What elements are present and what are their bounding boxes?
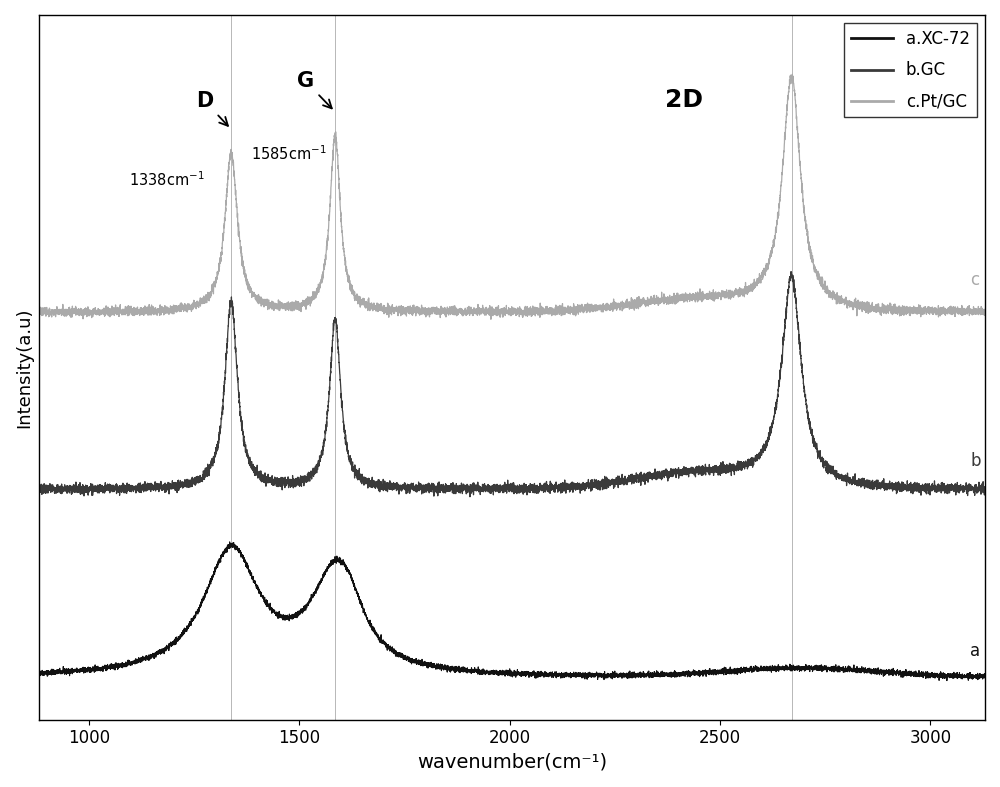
c.Pt/GC: [485, 315, 497, 324]
c.Pt/GC: [786, 69, 798, 79]
c.Pt/GC: [634, 299, 646, 309]
Line: b.GC: b.GC: [39, 272, 985, 497]
b.GC: [785, 272, 797, 282]
a.XC-72: [33, 667, 45, 677]
b.GC: [979, 482, 991, 492]
a.XC-72: [593, 670, 605, 679]
b.GC: [593, 476, 605, 486]
b.GC: [464, 492, 476, 501]
X-axis label: wavenumber(cm⁻¹): wavenumber(cm⁻¹): [417, 753, 607, 772]
c.Pt/GC: [33, 309, 45, 318]
a.XC-72: [734, 667, 746, 676]
a.XC-72: [224, 538, 236, 547]
Text: D: D: [196, 91, 228, 126]
Text: 1585cm$^{-1}$: 1585cm$^{-1}$: [251, 144, 327, 163]
a.XC-72: [634, 672, 646, 682]
b.GC: [375, 485, 387, 494]
Text: a: a: [970, 641, 980, 660]
b.GC: [734, 457, 746, 467]
c.Pt/GC: [593, 304, 605, 313]
Text: b: b: [970, 452, 981, 470]
Text: G: G: [297, 72, 332, 109]
Line: a.XC-72: a.XC-72: [39, 542, 985, 681]
Line: c.Pt/GC: c.Pt/GC: [39, 74, 985, 320]
a.XC-72: [979, 669, 991, 678]
c.Pt/GC: [979, 306, 991, 316]
c.Pt/GC: [80, 305, 92, 314]
a.XC-72: [80, 665, 92, 674]
b.GC: [33, 480, 45, 490]
Legend: a.XC-72, b.GC, c.Pt/GC: a.XC-72, b.GC, c.Pt/GC: [844, 24, 977, 117]
c.Pt/GC: [734, 288, 746, 297]
a.XC-72: [941, 676, 953, 685]
a.XC-72: [785, 666, 797, 675]
b.GC: [785, 267, 797, 276]
a.XC-72: [375, 634, 387, 643]
b.GC: [80, 487, 92, 497]
Y-axis label: Intensity(a.u): Intensity(a.u): [15, 307, 33, 427]
Text: c: c: [970, 271, 979, 289]
c.Pt/GC: [375, 306, 387, 316]
Text: 2D: 2D: [665, 88, 703, 113]
c.Pt/GC: [785, 79, 797, 88]
Text: 1338cm$^{-1}$: 1338cm$^{-1}$: [129, 171, 205, 189]
b.GC: [634, 471, 646, 480]
